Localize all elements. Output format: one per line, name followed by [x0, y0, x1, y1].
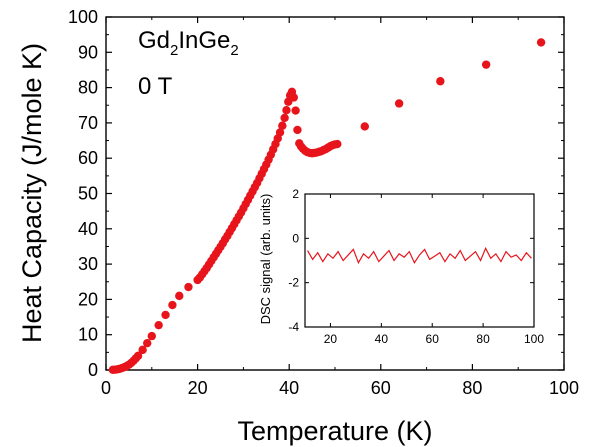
inset-dsc-line: [307, 246, 532, 265]
data-point: [291, 106, 300, 115]
data-point: [289, 93, 298, 102]
main-x-axis: 0 20 40 60 80 100: [101, 17, 579, 398]
y-tick-label: 0: [88, 360, 98, 380]
y-tick-label: 90: [78, 42, 98, 62]
data-point: [360, 122, 369, 131]
x-tick-label: 40: [279, 378, 299, 398]
data-point: [394, 99, 404, 108]
y-tick-label: 20: [78, 289, 98, 309]
y-tick-label: 10: [78, 325, 98, 345]
data-point: [275, 128, 285, 137]
data-point: [147, 331, 156, 341]
data-point: [536, 38, 546, 47]
inset-x-tick-label: 80: [476, 332, 490, 346]
inset-x-tick-label: 40: [375, 332, 389, 346]
inset-y-tick-label: 0: [292, 231, 299, 245]
field-label: 0 T: [138, 73, 173, 100]
x-tick-label: 0: [101, 378, 111, 398]
y-tick-label: 40: [78, 219, 98, 239]
data-point: [184, 282, 193, 292]
x-tick-label: 60: [371, 378, 391, 398]
inset-y-tick-label: -4: [288, 320, 299, 334]
inset-x-tick-label: 20: [324, 332, 338, 346]
y-tick-label: 50: [78, 184, 98, 204]
x-tick-label: 20: [188, 378, 208, 398]
data-point: [161, 310, 170, 320]
data-point: [280, 113, 289, 123]
formula-sub-1: 2: [170, 42, 178, 59]
inset-y-axis-title: DSC signal (arb. units): [258, 194, 273, 325]
data-point: [293, 125, 302, 135]
data-point: [481, 60, 491, 69]
data-point: [168, 300, 177, 310]
data-point: [154, 320, 163, 330]
inset-y-tick-label: -2: [288, 276, 299, 290]
inset-x-tick-label: 100: [524, 332, 544, 346]
x-tick-label: 100: [549, 378, 579, 398]
data-point: [333, 139, 342, 149]
data-point: [175, 291, 184, 301]
compound-formula: Gd2InGe2: [138, 27, 239, 59]
formula-gd: Gd: [138, 27, 170, 54]
formula-inge: InGe: [178, 27, 230, 54]
inset-y-tick-label: 2: [292, 187, 299, 201]
x-tick-label: 80: [462, 378, 482, 398]
data-point: [143, 338, 152, 348]
data-point: [436, 77, 445, 86]
inset-x-tick-label: 60: [426, 332, 440, 346]
y-tick-label: 100: [68, 7, 98, 27]
data-point: [278, 121, 287, 130]
formula-sub-2: 2: [230, 42, 238, 59]
inset-y-axis: -4 -2 0 2: [288, 187, 534, 334]
inset-x-axis: 20 40 60 80 100: [324, 194, 544, 346]
y-tick-label: 60: [78, 148, 98, 168]
y-tick-label: 70: [78, 113, 98, 133]
main-data-points: [108, 38, 546, 375]
data-point: [282, 105, 291, 115]
data-point: [138, 345, 147, 355]
data-point: [133, 351, 143, 361]
y-axis-title: Heat Capacity (J/mole K): [17, 43, 47, 343]
y-tick-label: 30: [78, 254, 98, 274]
y-tick-label: 80: [78, 78, 98, 98]
x-axis-title: Temperature (K): [237, 416, 432, 446]
